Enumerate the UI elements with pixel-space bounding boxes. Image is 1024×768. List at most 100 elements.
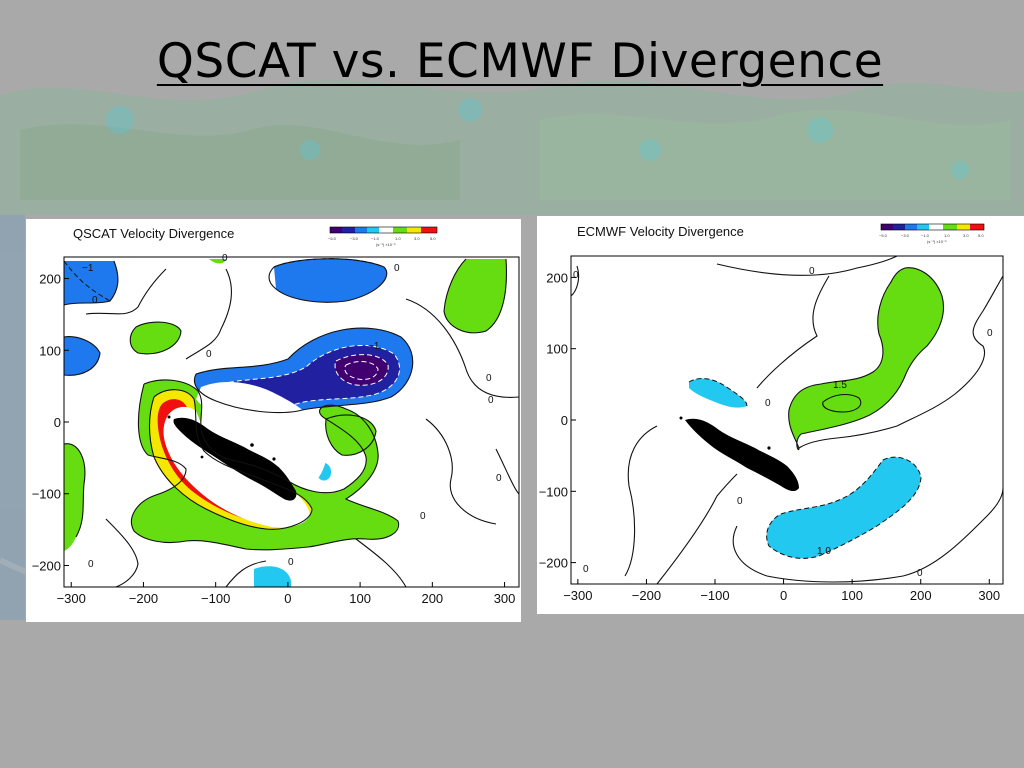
colorbar-tick: −3.0 [901,233,910,238]
x-tick-label: −200 [632,588,661,603]
colorbar-tick: 3.0 [963,233,969,238]
y-tick-label: 100 [546,342,568,357]
colorbar-swatch [330,227,342,233]
qscat-panel: QSCAT Velocity Divergence −5.0 −3.0 −1.0… [26,219,521,622]
x-tick-label: −200 [129,591,158,606]
land-mass [679,416,771,450]
divergence-region [64,443,85,551]
divergence-region [130,322,181,354]
colorbar-tick: 5.0 [430,236,436,241]
y-tick-label: −100 [32,487,61,502]
contour-label: 1.5 [833,380,847,391]
colorbar-swatch [421,227,437,233]
x-tick-label: −100 [700,588,729,603]
colorbar-tick: −3.0 [350,236,359,241]
contour-lines [64,258,519,587]
y-tick-label: −100 [539,484,568,499]
ecmwf-plot: −5.0 −3.0 −1.0 1.0 3.0 5.0 (s⁻¹) ×10⁻⁵ [539,223,1004,603]
contour-label: 0 [394,263,400,274]
divergence-region [64,261,118,305]
contour-label: 0 [288,557,294,568]
colorbar-swatch [970,224,984,230]
colorbar-tick: −5.0 [879,233,888,238]
colorbar-swatch [917,224,929,230]
contour-label: 0 [488,395,494,406]
divergence-region [209,259,226,264]
qscat-field [64,257,519,587]
y-tick-label: 200 [39,272,61,287]
divergence-region [335,354,389,386]
colorbar-swatch [342,227,355,233]
divergence-region [444,259,507,333]
dashed-contours [688,378,922,559]
x-tick-label: 300 [494,591,516,606]
land-mass [167,415,276,461]
contour-label: 0 [765,398,771,409]
colorbar-tick: 3.0 [414,236,420,241]
qscat-y-axis-ticks: 200 100 0 −100 −200 [32,272,69,573]
colorbar-tick: −5.0 [328,236,337,241]
y-tick-label: −200 [539,556,568,571]
ecmwf-field [571,256,1003,584]
land-mass [685,418,799,492]
divergence-region [766,457,921,559]
x-tick-label: 200 [421,591,443,606]
x-tick-label: 200 [910,588,932,603]
qscat-x-axis-ticks: −300 −200 −100 0 100 200 300 [57,582,516,606]
colorbar-swatch [393,227,407,233]
colorbar-tick: −1.0 [921,233,930,238]
colorbar-tick: 1.0 [395,236,401,241]
colorbar-swatch [379,227,393,233]
colorbar-swatch [929,224,943,230]
colorbar-swatch [905,224,917,230]
divergence-region [64,336,100,376]
x-tick-label: 0 [780,588,787,603]
ecmwf-y-axis-ticks: 200 100 0 −100 −200 [539,270,576,571]
x-tick-label: −300 [563,588,592,603]
y-tick-label: 100 [39,343,61,358]
contour-label: 0 [917,568,923,579]
y-tick-label: −200 [32,558,61,573]
contour-label: 1.0 [817,546,831,557]
contour-label: 0 [420,511,426,522]
dashed-contours [64,258,385,302]
contour-label: 0 [737,496,743,507]
x-tick-label: 100 [349,591,371,606]
x-tick-label: 300 [978,588,1000,603]
colorbar-tick: −1.0 [371,236,380,241]
colorbar-units: (s⁻¹) ×10⁻⁵ [927,239,947,244]
qscat-colorbar: −5.0 −3.0 −1.0 1.0 3.0 5.0 (s⁻¹) ×10⁻⁵ [328,226,438,247]
y-tick-label: 200 [546,270,568,285]
contour-label: 0 [583,564,589,575]
contour-label: 0 [92,295,98,306]
y-tick-label: 0 [54,415,61,430]
divergence-region [788,267,944,450]
colorbar-swatch [943,224,957,230]
masked-region [196,381,328,486]
contour-label: 0 [88,559,94,570]
ecmwf-colorbar: −5.0 −3.0 −1.0 1.0 3.0 5.0 (s⁻¹) ×10⁻⁵ [879,223,984,244]
x-tick-label: 100 [841,588,863,603]
qscat-chart-title: QSCAT Velocity Divergence [73,226,235,241]
colorbar-swatch [957,224,970,230]
colorbar-swatch [367,227,379,233]
contour-label: 0 [573,270,579,281]
colorbar-swatch [407,227,421,233]
colorbar-units: (s⁻¹) ×10⁻⁵ [376,242,396,247]
colorbar-swatch [893,224,905,230]
divergence-region [274,258,387,303]
contour-lines [571,256,1003,584]
ecmwf-x-axis-ticks: −300 −200 −100 0 100 200 300 [563,579,1000,603]
colorbar-swatch [881,224,893,230]
y-tick-label: 0 [561,413,568,428]
ecmwf-chart-title: ECMWF Velocity Divergence [577,224,744,239]
colorbar-tick: 5.0 [978,233,984,238]
divergence-region [325,415,376,456]
contour-label: −1 [368,341,380,352]
colorbar-swatch [355,227,367,233]
contour-label: 0 [222,253,228,264]
contour-label: 0 [486,373,492,384]
contour-label: 0 [496,473,502,484]
divergence-region [254,566,291,587]
x-tick-label: −300 [57,591,86,606]
